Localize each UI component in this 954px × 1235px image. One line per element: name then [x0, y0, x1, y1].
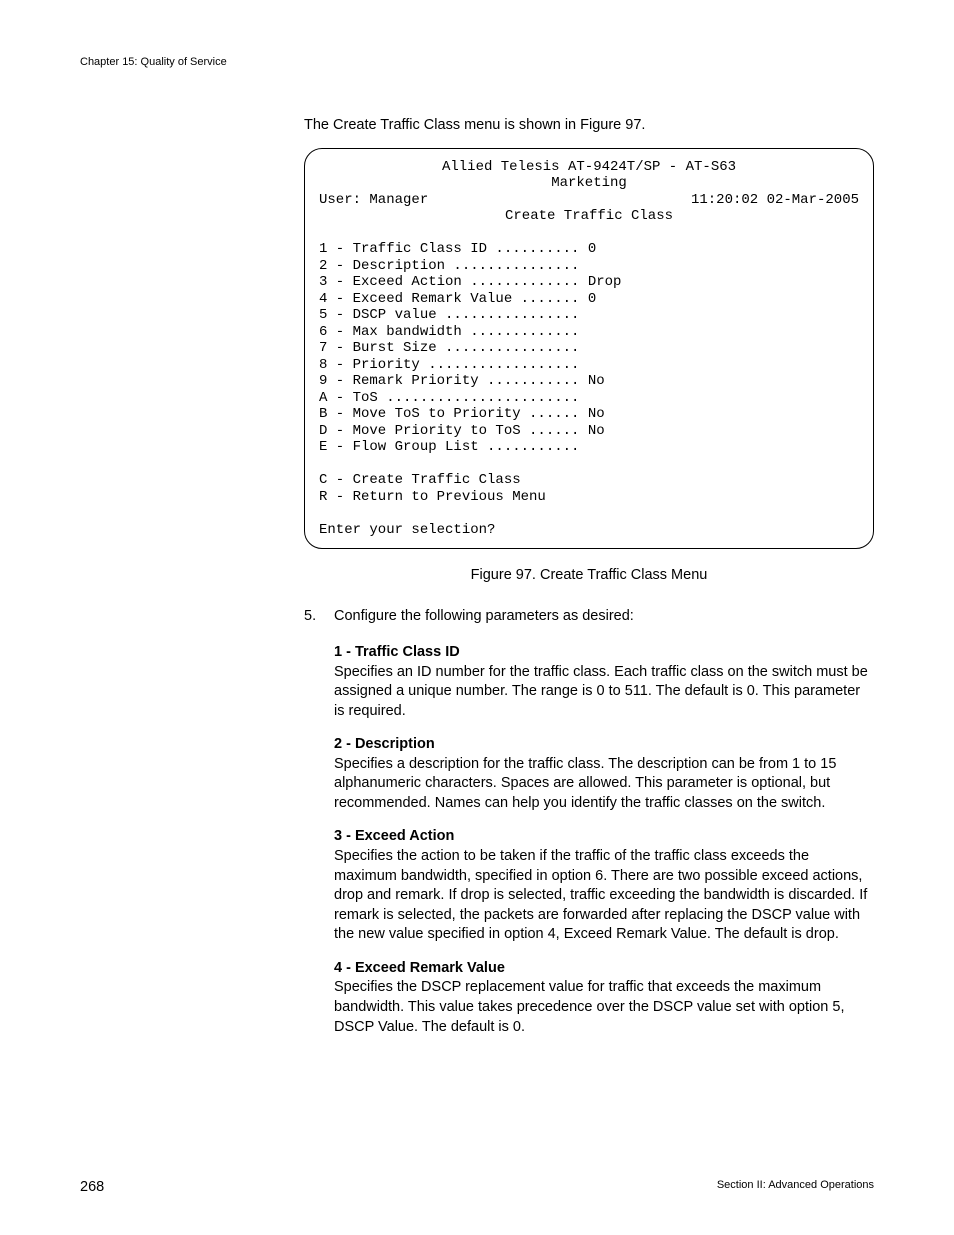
page-number: 268	[80, 1179, 104, 1195]
terminal-item: E - Flow Group List ...........	[319, 439, 859, 456]
terminal-title-2: Marketing	[319, 175, 859, 192]
param-traffic-class-id: 1 - Traffic Class ID Specifies an ID num…	[334, 643, 874, 721]
terminal-item: 5 - DSCP value ................	[319, 307, 859, 324]
figure-caption: Figure 97. Create Traffic Class Menu	[304, 567, 874, 583]
terminal-title-1: Allied Telesis AT-9424T/SP - AT-S63	[319, 159, 859, 176]
param-body: Specifies a description for the traffic …	[334, 755, 874, 814]
param-title: 1 - Traffic Class ID	[334, 643, 874, 663]
terminal-item: 2 - Description ...............	[319, 258, 859, 275]
param-body: Specifies the DSCP replacement value for…	[334, 978, 874, 1037]
terminal-user: User: Manager	[319, 192, 428, 209]
terminal-item: 6 - Max bandwidth .............	[319, 324, 859, 341]
terminal-action: C - Create Traffic Class	[319, 472, 859, 489]
param-title: 4 - Exceed Remark Value	[334, 959, 874, 979]
terminal-item: B - Move ToS to Priority ...... No	[319, 406, 859, 423]
terminal-item: 7 - Burst Size ................	[319, 340, 859, 357]
param-body: Specifies an ID number for the traffic c…	[334, 663, 874, 722]
param-body: Specifies the action to be taken if the …	[334, 847, 874, 945]
terminal-item: A - ToS .......................	[319, 390, 859, 407]
param-exceed-action: 3 - Exceed Action Specifies the action t…	[334, 827, 874, 944]
step-5: 5. Configure the following parameters as…	[304, 607, 874, 627]
terminal-user-row: User: Manager 11:20:02 02-Mar-2005	[319, 192, 859, 209]
param-exceed-remark-value: 4 - Exceed Remark Value Specifies the DS…	[334, 959, 874, 1037]
param-title: 2 - Description	[334, 735, 874, 755]
terminal-screen: Allied Telesis AT-9424T/SP - AT-S63Marke…	[304, 148, 874, 550]
chapter-header: Chapter 15: Quality of Service	[80, 56, 874, 68]
terminal-item: 4 - Exceed Remark Value ....... 0	[319, 291, 859, 308]
terminal-item: 9 - Remark Priority ........... No	[319, 373, 859, 390]
terminal-prompt: Enter your selection?	[319, 522, 859, 539]
page-footer: 268 Section II: Advanced Operations	[80, 1179, 874, 1195]
param-title: 3 - Exceed Action	[334, 827, 874, 847]
intro-text: The Create Traffic Class menu is shown i…	[304, 116, 874, 136]
step-text: Configure the following parameters as de…	[334, 607, 874, 627]
step-number: 5.	[304, 607, 334, 627]
terminal-item: 8 - Priority ..................	[319, 357, 859, 374]
terminal-item: D - Move Priority to ToS ...... No	[319, 423, 859, 440]
terminal-screen-title: Create Traffic Class	[319, 208, 859, 225]
terminal-action: R - Return to Previous Menu	[319, 489, 859, 506]
terminal-datetime: 11:20:02 02-Mar-2005	[691, 192, 859, 209]
param-description: 2 - Description Specifies a description …	[334, 735, 874, 813]
terminal-item: 3 - Exceed Action ............. Drop	[319, 274, 859, 291]
section-label: Section II: Advanced Operations	[717, 1179, 874, 1195]
terminal-item: 1 - Traffic Class ID .......... 0	[319, 241, 859, 258]
